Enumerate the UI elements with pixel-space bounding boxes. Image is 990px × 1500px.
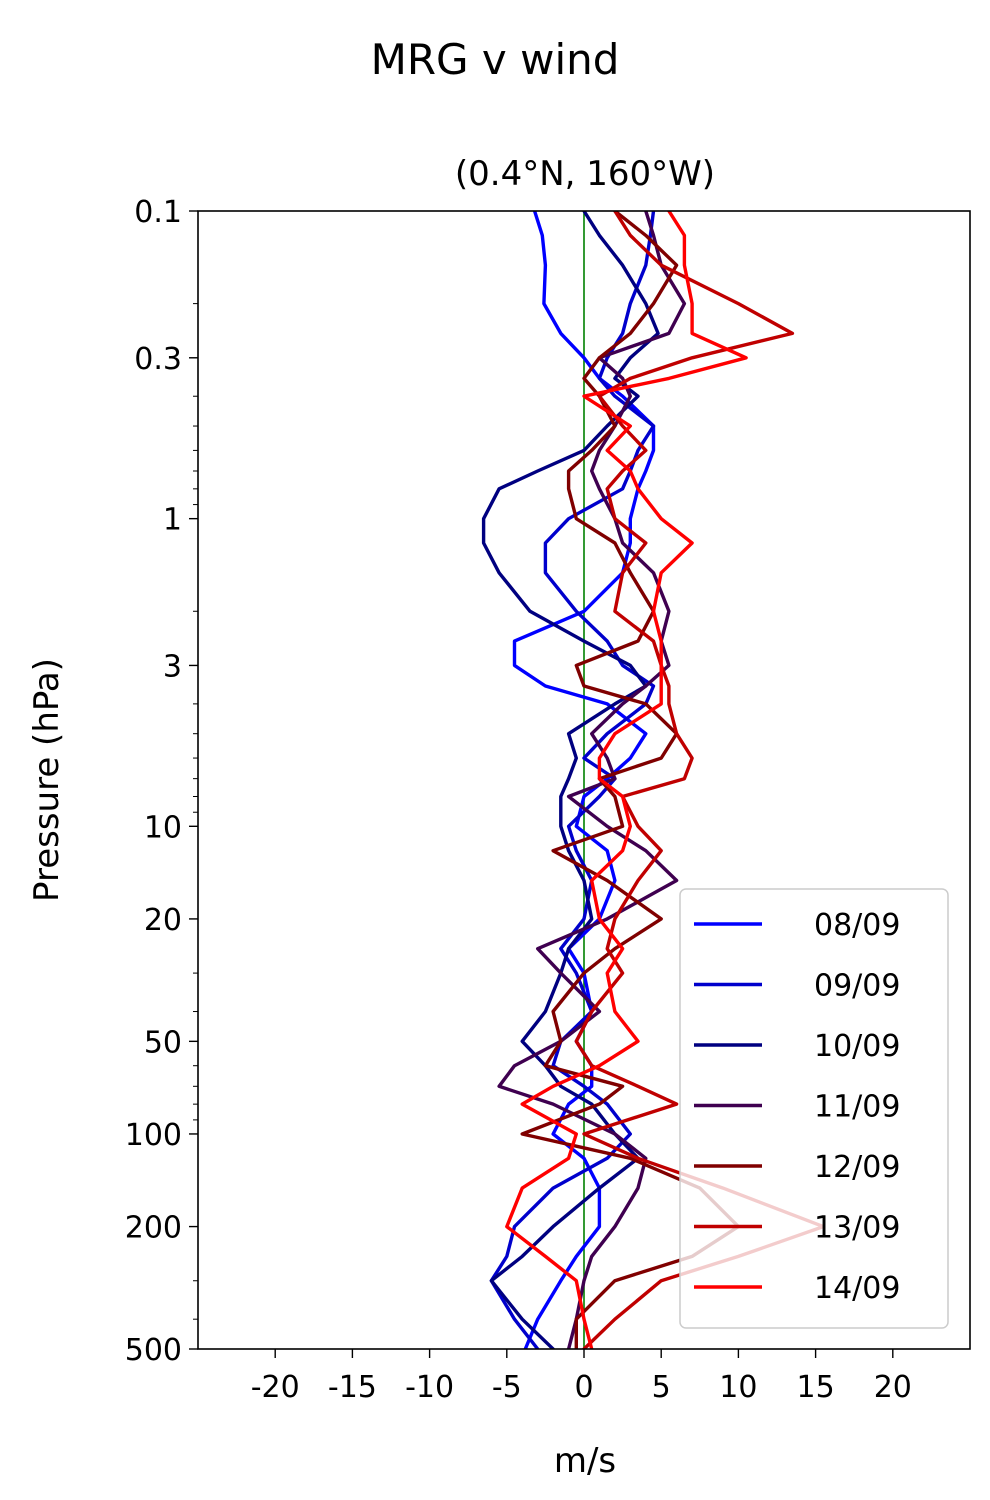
x-tick-label: -5 — [492, 1370, 522, 1405]
x-tick-label: 5 — [652, 1370, 671, 1405]
chart-suptitle: MRG v wind — [371, 35, 620, 84]
y-tick-label: 3 — [163, 649, 182, 684]
legend-label: 08/09 — [814, 908, 900, 943]
chart-subtitle: (0.4°N, 160°W) — [455, 154, 715, 194]
x-tick-label: 20 — [874, 1370, 912, 1405]
legend-label: 10/09 — [814, 1029, 900, 1064]
series-line-09-09 — [489, 211, 656, 1349]
legend-label: 09/09 — [814, 969, 900, 1004]
y-tick-label: 0.3 — [134, 342, 182, 377]
series-line-14-09 — [505, 211, 748, 1349]
y-tick-label: 10 — [144, 810, 182, 845]
x-tick-label: 0 — [574, 1370, 593, 1405]
y-tick-label: 0.1 — [134, 195, 182, 230]
x-tick-label: -20 — [251, 1370, 300, 1405]
series-line-13-09 — [574, 211, 825, 1349]
y-tick-label: 20 — [144, 903, 182, 938]
legend-label: 12/09 — [814, 1150, 900, 1185]
x-tick-label: 15 — [797, 1370, 835, 1405]
y-tick-label: 100 — [125, 1118, 182, 1153]
y-tick-label: 200 — [125, 1211, 182, 1246]
legend-label: 11/09 — [814, 1090, 900, 1125]
x-tick-label: -10 — [405, 1370, 454, 1405]
x-tick-label: -15 — [328, 1370, 377, 1405]
x-axis-title: m/s — [554, 1441, 616, 1481]
y-tick-label: 500 — [125, 1333, 182, 1368]
legend-box — [679, 888, 949, 1329]
y-tick-label: 50 — [144, 1025, 182, 1060]
y-axis-title: Pressure (hPa) — [27, 658, 67, 902]
series-line-08-09 — [512, 211, 656, 1349]
y-tick-label: 1 — [163, 503, 182, 538]
legend-label: 14/09 — [814, 1271, 900, 1306]
legend-label: 13/09 — [814, 1211, 900, 1246]
series-line-11-09 — [497, 211, 687, 1349]
x-tick-label: 10 — [719, 1370, 757, 1405]
